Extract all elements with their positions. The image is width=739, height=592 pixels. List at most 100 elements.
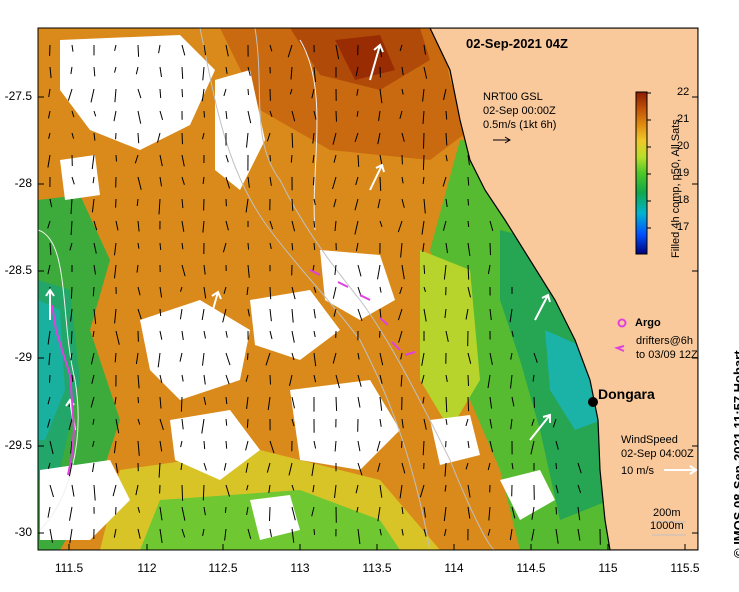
current-vector [291,484,295,491]
current-vector [291,220,296,232]
current-vector [399,286,403,295]
current-vector [225,352,231,366]
current-vector [268,484,271,493]
current-vector [246,396,249,409]
current-vector [159,374,163,383]
current-vector [71,110,75,118]
current-vector [489,396,493,409]
current-vector [245,462,249,473]
current-vector [313,528,316,536]
current-legend-line: 02-Sep 00:00Z [483,105,556,117]
current-vector [269,286,272,300]
current-vector [377,506,381,522]
current-vector [467,286,471,298]
current-vector [158,198,161,215]
current-vector [203,264,206,275]
current-vector [489,352,493,365]
current-vector [445,132,448,146]
current-vector [422,176,425,185]
current-vector [269,506,271,522]
current-vector [93,110,97,117]
current-vector [442,176,447,187]
current-vector [422,242,425,253]
current-vector [159,286,163,298]
current-vector [422,110,425,124]
current-vector [357,528,361,545]
current-vector [422,154,425,170]
current-vector [445,396,448,413]
current-vector [379,484,383,498]
current-vector [467,242,471,257]
current-vector [137,110,142,124]
current-vector [181,66,184,79]
current-vector [577,528,581,541]
current-vector [47,462,51,469]
current-vector [291,132,294,148]
current-vector [377,462,381,472]
current-vector [246,484,249,491]
current-vector [222,308,227,323]
current-vector [246,132,249,148]
current-vector [266,462,271,473]
current-vector [247,66,251,76]
current-vector [355,176,359,186]
current-vector [180,286,183,292]
current-vector [445,330,449,342]
current-vector [92,330,95,337]
current-vector [245,198,249,213]
current-vector [157,352,161,368]
current-vector [114,396,117,405]
current-vector [312,176,315,186]
current-vector [555,506,557,515]
wind-legend-line: 10 m/s [621,465,655,477]
current-vector [423,198,426,214]
current-vector [510,418,513,430]
current-vector [67,88,73,101]
current-vector [379,88,383,104]
current-vector [511,330,514,337]
current-vector [159,66,162,78]
drifter-legend-line: drifters@6h [636,335,694,347]
current-vector [531,528,535,541]
current-vector [69,506,73,521]
current-vector [333,154,337,163]
current-vector [71,484,75,497]
current-vector [379,176,382,191]
current-vector [159,308,162,317]
current-vector [135,66,139,75]
colorbar-tick: 17 [677,221,690,233]
current-vector [377,132,381,145]
current-vector [115,154,117,162]
current-vector [269,176,272,186]
current-vector [90,396,95,408]
current-vector [225,396,228,405]
x-tick-label: 114 [444,561,464,575]
current-vector [181,330,184,341]
current-vector [181,220,185,232]
current-vector [159,506,163,521]
y-tick-label: -30 [14,525,32,539]
current-vector [487,528,491,536]
current-vector [181,418,184,430]
current-vector [531,418,535,426]
current-vector [355,242,359,252]
current-vector [291,308,294,323]
current-vector [70,286,73,299]
current-vector [68,462,73,477]
map-title: 02-Sep-2021 04Z [466,36,568,51]
colorbar [635,91,651,255]
current-vector [201,308,205,321]
current-vector [136,264,139,273]
depth-label-1000m: 1000m [650,520,684,532]
current-vector [92,418,95,425]
current-vector [181,528,186,538]
current-vector [202,66,205,81]
current-vector [93,132,96,141]
current-vector [90,352,95,365]
current-vector [114,264,117,279]
current-vector [332,286,337,299]
current-vector [135,484,139,496]
x-tick-label: 113.5 [362,561,392,575]
y-tick-label: -28 [14,176,32,190]
